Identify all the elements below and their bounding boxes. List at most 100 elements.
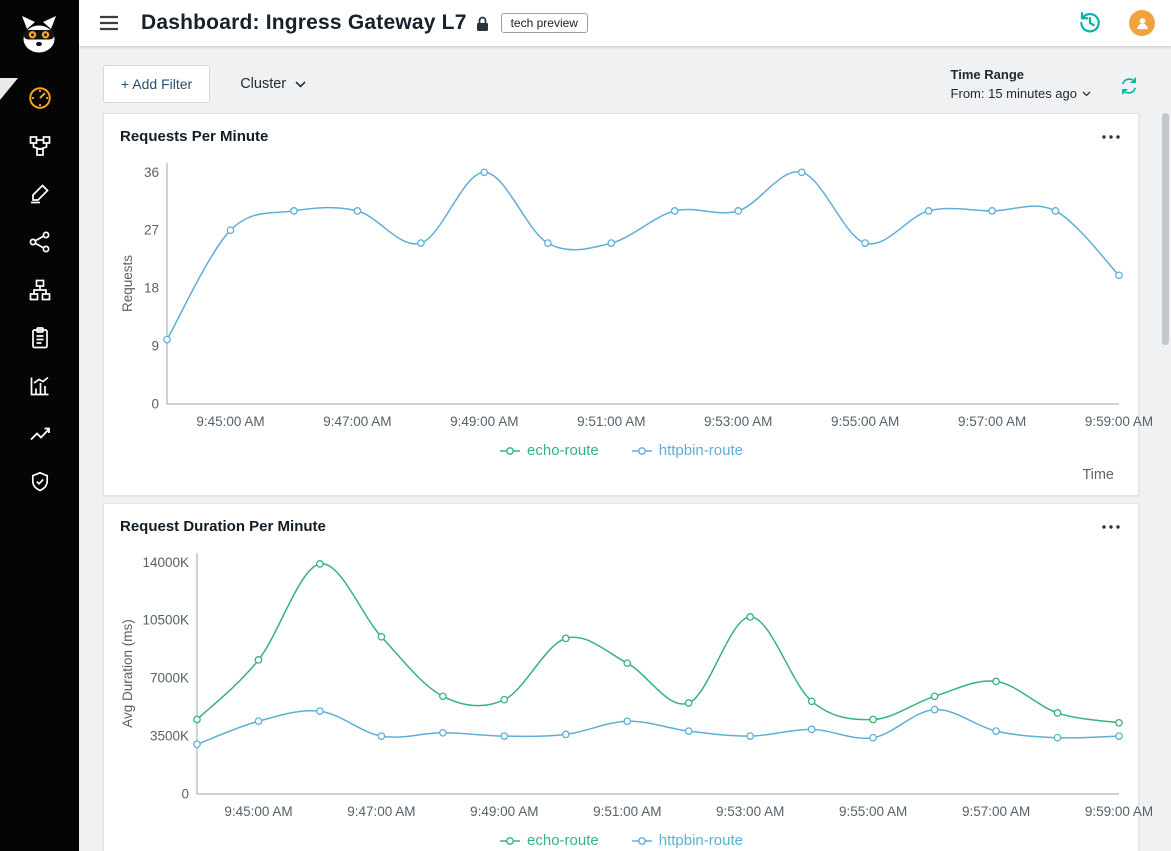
cluster-dropdown[interactable]: Cluster (240, 76, 306, 92)
data-point-httpbin-route[interactable] (1051, 207, 1060, 215)
refresh-button[interactable] (1119, 76, 1139, 96)
data-point-httpbin-route[interactable] (869, 733, 877, 742)
data-point-httpbin-route[interactable] (353, 207, 362, 215)
data-point-echo-route[interactable] (992, 677, 1000, 686)
content-scrollbar[interactable] (1160, 46, 1171, 851)
requests-per-minute-chart: 0 9 18 27 36 9:45:00 AM 9:47:00 AM 9:49:00 AM 9:… (120, 163, 1153, 429)
card-menu-button[interactable] (1100, 521, 1122, 533)
data-point-httpbin-route[interactable] (377, 732, 386, 740)
data-point-httpbin-route[interactable] (746, 732, 755, 740)
sidebar-item-data-planes[interactable] (27, 230, 53, 254)
y-tick-label: 36 (144, 165, 159, 180)
data-point-echo-route[interactable] (377, 632, 386, 641)
data-point-httpbin-route[interactable] (670, 207, 679, 215)
user-avatar-button[interactable] (1129, 10, 1155, 36)
sidebar-item-service-map[interactable] (27, 134, 53, 158)
data-point-httpbin-route[interactable] (163, 335, 171, 344)
data-point-echo-route[interactable] (746, 613, 755, 621)
card-menu-button[interactable] (1100, 131, 1122, 143)
x-tick-label: 9:59:00 AM (1085, 804, 1153, 819)
data-point-httpbin-route[interactable] (254, 717, 263, 726)
y-tick-label: 14000K (142, 555, 189, 570)
sidebar-item-trends[interactable] (27, 422, 53, 446)
data-point-echo-route[interactable] (930, 692, 939, 701)
data-point-echo-route[interactable] (1053, 709, 1062, 717)
scrollbar-thumb[interactable] (1162, 113, 1169, 345)
data-point-httpbin-route[interactable] (797, 168, 806, 177)
data-point-echo-route[interactable] (623, 659, 632, 668)
sidebar-item-policies[interactable] (27, 182, 53, 206)
data-point-echo-route[interactable] (316, 560, 324, 568)
legend-item-httpbin-route[interactable]: httpbin-route (631, 442, 743, 459)
sidebar-item-zones[interactable] (27, 278, 53, 302)
data-point-httpbin-route[interactable] (992, 727, 1000, 735)
history-button[interactable] (1077, 10, 1103, 36)
ellipsis-icon (1102, 134, 1120, 139)
data-point-echo-route[interactable] (500, 695, 509, 704)
data-point-echo-route[interactable] (807, 697, 816, 706)
service-map-icon (29, 136, 50, 156)
data-point-echo-route[interactable] (684, 699, 693, 707)
dashboard-content: + Add Filter Cluster Time Range From: 15… (79, 46, 1171, 851)
data-point-httpbin-route[interactable] (623, 717, 632, 726)
x-tick-label: 9:57:00 AM (958, 414, 1026, 429)
data-point-echo-route[interactable] (439, 692, 447, 701)
data-point-httpbin-route[interactable] (543, 239, 552, 247)
lock-icon (476, 16, 489, 32)
app-header: Dashboard: Ingress Gateway L7 tech previ… (79, 0, 1171, 46)
sidebar-item-security[interactable] (27, 470, 53, 494)
legend-item-echo-route[interactable]: echo-route (499, 832, 599, 849)
sidebar-item-overview[interactable] (27, 86, 53, 110)
data-point-httpbin-route[interactable] (607, 239, 616, 247)
data-point-echo-route[interactable] (193, 715, 201, 724)
data-point-httpbin-route[interactable] (1053, 733, 1062, 742)
data-point-httpbin-route[interactable] (988, 207, 996, 215)
y-tick-label: 7000K (150, 671, 189, 686)
data-point-httpbin-route[interactable] (734, 207, 743, 215)
data-point-httpbin-route[interactable] (226, 226, 235, 235)
add-filter-button[interactable]: + Add Filter (103, 65, 211, 103)
data-point-httpbin-route[interactable] (316, 707, 324, 716)
legend-item-echo-route[interactable]: echo-route (499, 442, 599, 459)
data-point-httpbin-route[interactable] (684, 727, 693, 735)
kuma-mascot-logo[interactable] (16, 12, 62, 58)
data-point-httpbin-route[interactable] (807, 725, 816, 734)
data-point-httpbin-route[interactable] (480, 168, 489, 177)
data-point-echo-route[interactable] (1115, 718, 1123, 727)
shield-icon (31, 471, 48, 492)
filter-bar: + Add Filter Cluster Time Range From: 15… (103, 62, 1139, 106)
data-point-httpbin-route[interactable] (1115, 271, 1123, 280)
x-tick-label: 9:51:00 AM (577, 414, 645, 429)
trends-icon (29, 427, 50, 441)
data-point-httpbin-route[interactable] (930, 705, 939, 714)
data-point-echo-route[interactable] (869, 715, 877, 724)
legend-marker-icon (631, 446, 652, 455)
history-icon (1080, 11, 1100, 33)
requests-per-minute-card: Requests Per Minute 0 9 18 27 36 9:45:00 AM 9:… (103, 113, 1153, 496)
y-axis-title: Avg Duration (ms) (120, 619, 135, 728)
legend-item-httpbin-route[interactable]: httpbin-route (631, 832, 743, 849)
data-point-httpbin-route[interactable] (417, 239, 425, 247)
data-point-httpbin-route[interactable] (924, 207, 933, 215)
x-tick-label: 9:47:00 AM (323, 414, 391, 429)
data-point-httpbin-route[interactable] (439, 728, 447, 737)
menu-toggle-button[interactable] (99, 15, 119, 31)
x-tick-label: 9:45:00 AM (196, 414, 264, 429)
y-tick-label: 9 (151, 339, 159, 354)
data-point-httpbin-route[interactable] (1115, 732, 1123, 740)
x-tick-label: 9:53:00 AM (704, 414, 772, 429)
legend-label: httpbin-route (658, 442, 743, 459)
data-point-httpbin-route[interactable] (561, 730, 570, 739)
data-point-httpbin-route[interactable] (193, 740, 201, 749)
ellipsis-icon (1102, 524, 1120, 529)
time-range-selector[interactable]: From: 15 minutes ago (951, 86, 1091, 101)
sidebar-item-registry[interactable] (27, 326, 53, 350)
legend-label: httpbin-route (658, 832, 743, 849)
sidebar-item-metrics[interactable] (27, 374, 53, 398)
data-point-echo-route[interactable] (561, 634, 570, 643)
data-point-echo-route[interactable] (254, 656, 263, 664)
data-point-httpbin-route[interactable] (500, 732, 509, 740)
data-point-httpbin-route[interactable] (290, 207, 298, 215)
data-point-httpbin-route[interactable] (861, 239, 869, 247)
series-line-echo-route (196, 563, 1120, 724)
